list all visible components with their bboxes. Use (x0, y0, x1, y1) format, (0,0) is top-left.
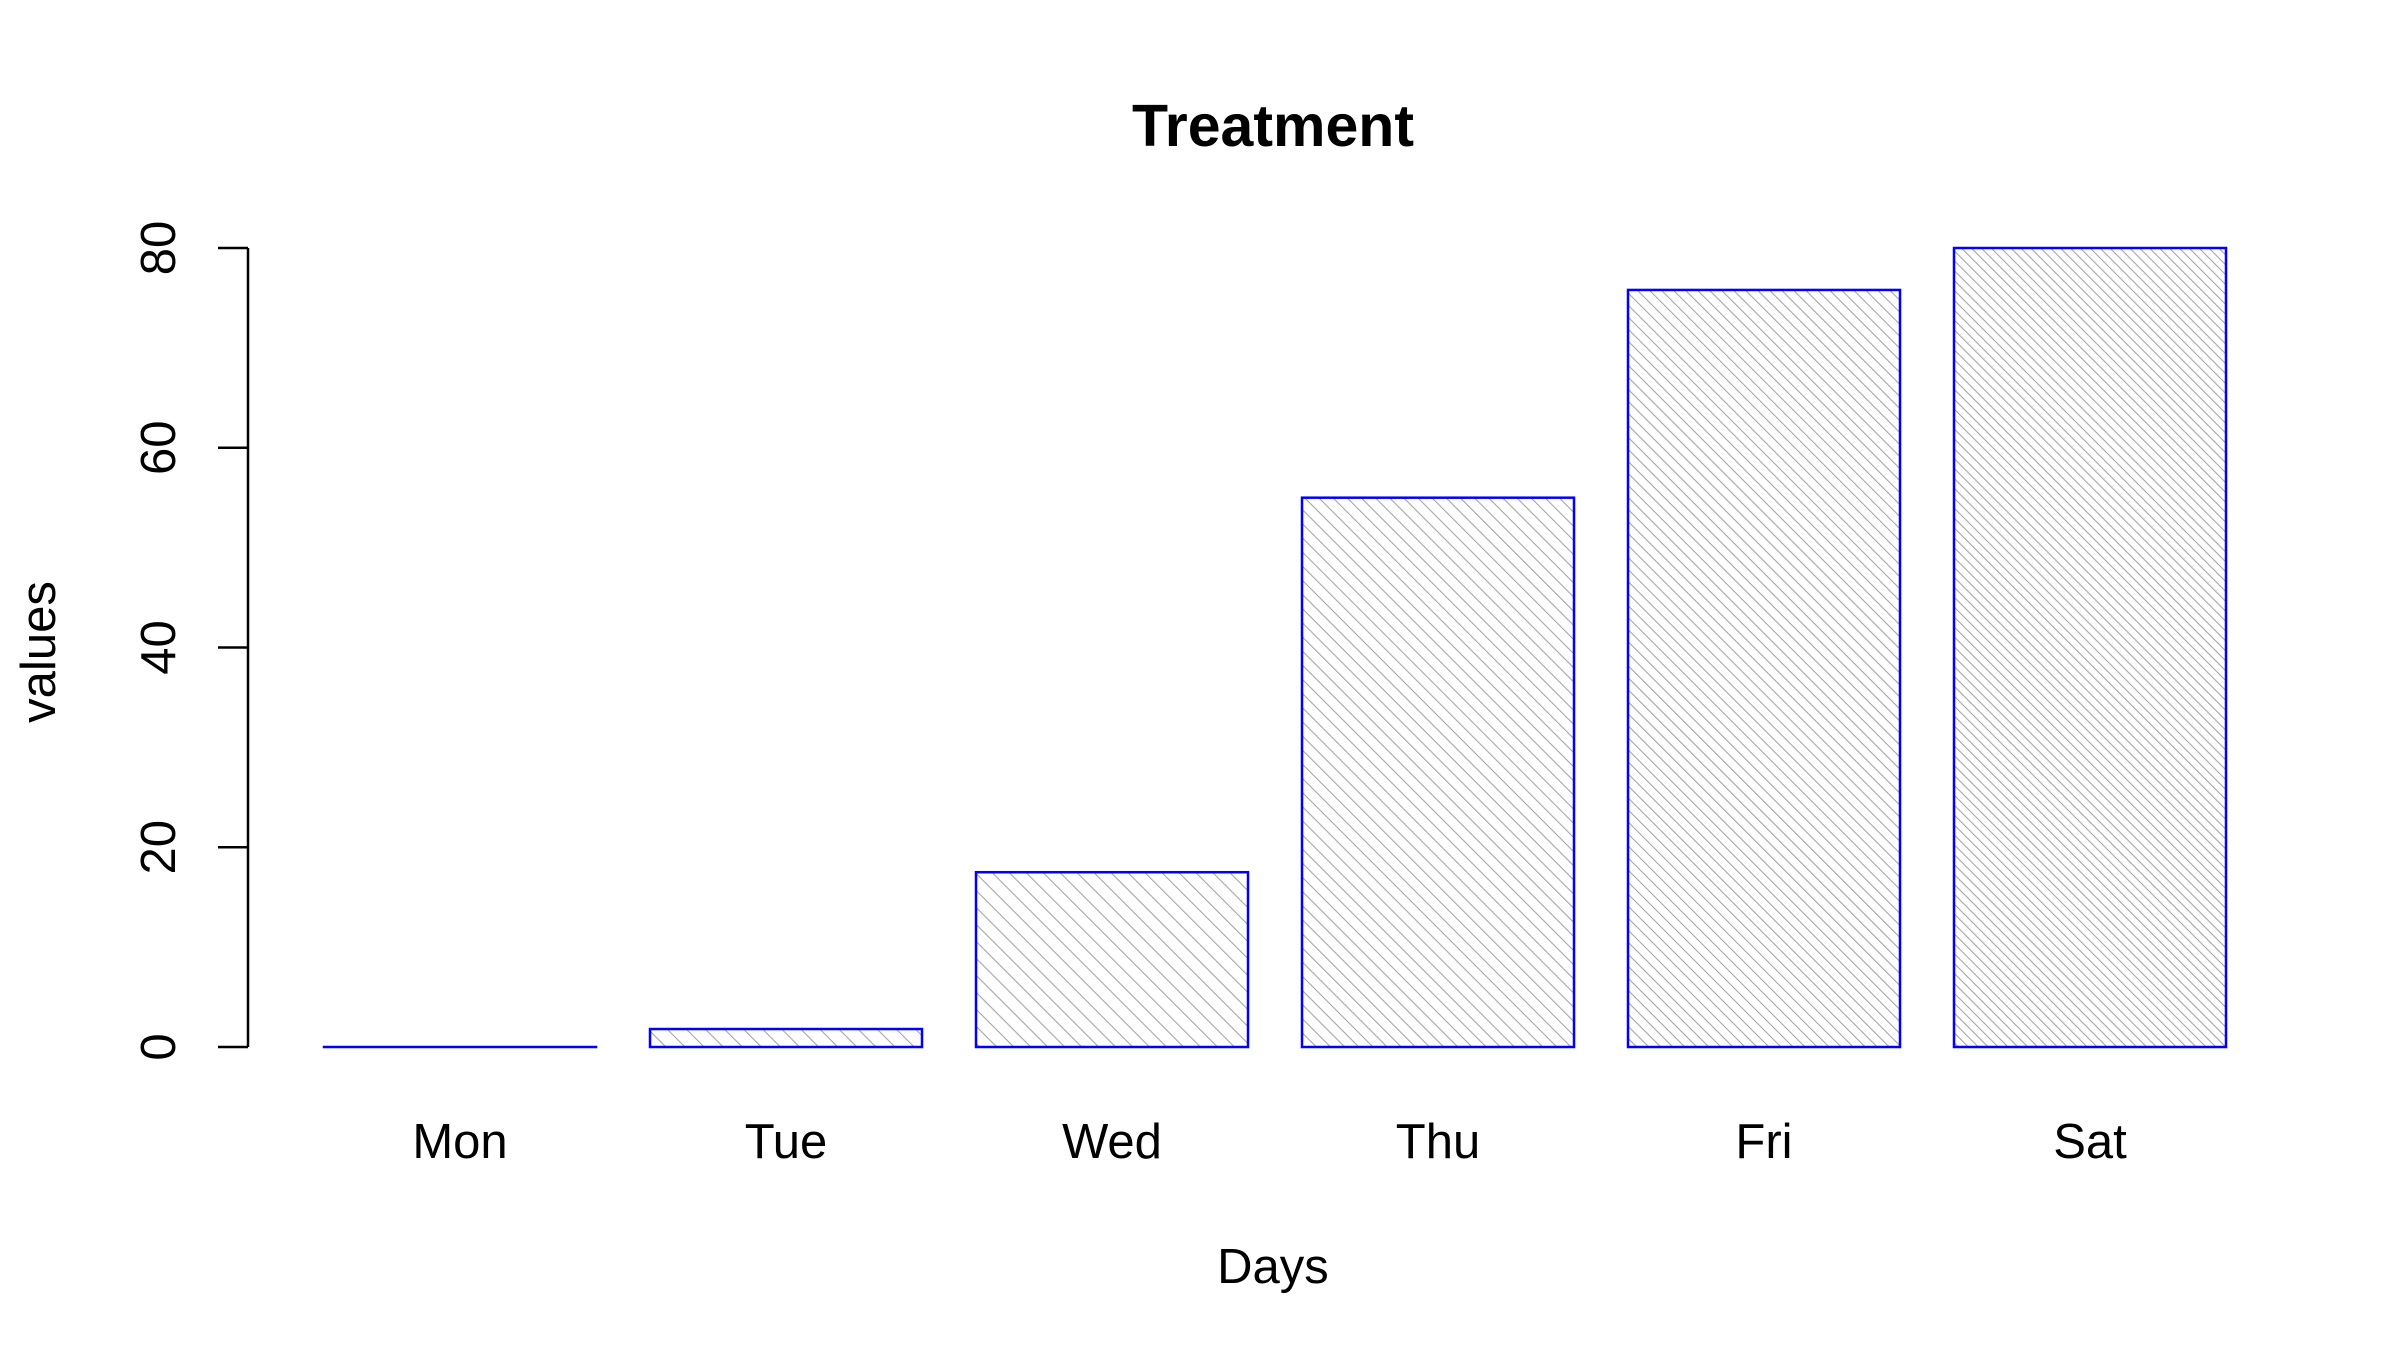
x-axis-label: Days (1217, 1240, 1329, 1294)
x-tick-label-thu: Thu (1396, 1115, 1480, 1169)
y-axis-label: values (12, 581, 66, 723)
x-tick-label-sat: Sat (2053, 1115, 2127, 1169)
bar-sat (1952, 246, 2228, 1049)
y-tick-label-40: 40 (132, 620, 186, 675)
x-tick-label-tue: Tue (745, 1115, 828, 1169)
x-tick-label-mon: Mon (412, 1115, 507, 1169)
y-tick-label-20: 20 (132, 820, 186, 875)
bar-tue (648, 1027, 924, 1049)
bar-series (322, 246, 2228, 1049)
chart-title: Treatment (1132, 93, 1414, 159)
y-tick-label-0: 0 (132, 1033, 186, 1060)
bar-fri (1626, 288, 1902, 1049)
y-tick-label-60: 60 (132, 420, 186, 475)
bar-thu (1300, 496, 1576, 1049)
x-tick-labels: Mon Tue Wed Thu Fri Sat (412, 1115, 2127, 1169)
x-tick-label-fri: Fri (1735, 1115, 1792, 1169)
bar-wed (974, 870, 1250, 1049)
y-tick-label-80: 80 (132, 221, 186, 276)
x-tick-label-wed: Wed (1062, 1115, 1162, 1169)
y-axis: 0 20 40 60 80 (132, 221, 250, 1061)
